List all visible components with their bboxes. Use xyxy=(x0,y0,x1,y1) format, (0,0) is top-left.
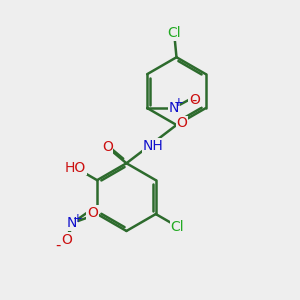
Text: NH: NH xyxy=(142,139,163,153)
Text: O: O xyxy=(102,140,113,154)
Text: -: - xyxy=(56,238,61,253)
Text: Cl: Cl xyxy=(171,220,184,234)
Text: O: O xyxy=(61,233,72,247)
Text: +: + xyxy=(174,96,184,109)
Text: N: N xyxy=(67,216,77,230)
Text: HO: HO xyxy=(65,161,86,175)
Text: Cl: Cl xyxy=(167,26,181,40)
Text: O: O xyxy=(87,206,98,220)
Text: N: N xyxy=(169,101,179,115)
Text: +: + xyxy=(72,212,82,225)
Text: O: O xyxy=(189,93,200,107)
Text: O: O xyxy=(176,116,188,130)
Text: -: - xyxy=(192,92,197,107)
